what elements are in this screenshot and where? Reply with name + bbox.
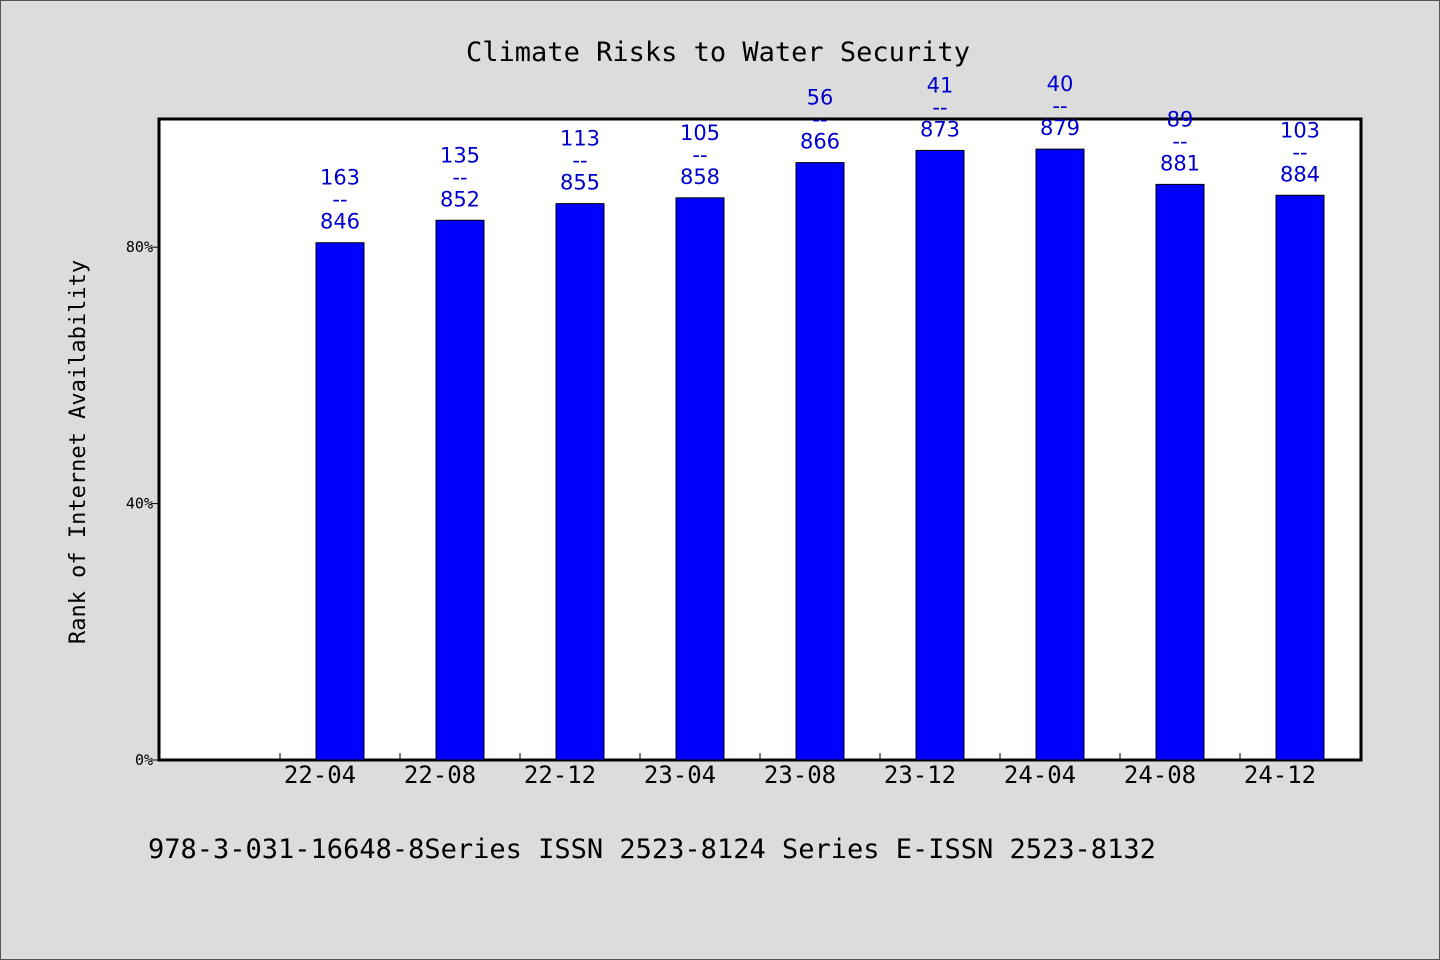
x-tick-label: 24-04 xyxy=(1004,761,1076,789)
footer-isbn-text: 978-3-031-16648-8Series ISSN 2523-8124 S… xyxy=(148,834,1156,865)
bar-labels: 163--846135--852113--855105--85856--8664… xyxy=(320,72,1320,234)
x-tick-label: 22-04 xyxy=(284,761,356,789)
bar xyxy=(435,219,485,761)
bar-label-total: 855 xyxy=(560,171,600,195)
x-tick-label: 23-04 xyxy=(644,761,716,789)
x-tick-label: 23-12 xyxy=(884,761,956,789)
bar xyxy=(555,203,605,761)
bar xyxy=(1035,148,1085,761)
bar-label-sep: -- xyxy=(932,95,947,119)
bar-label-rank: 135 xyxy=(440,143,480,167)
bar-label-rank: 56 xyxy=(807,86,834,110)
bar-label-total: 881 xyxy=(1160,151,1200,175)
bar xyxy=(1155,183,1205,761)
bar-label-rank: 89 xyxy=(1167,107,1194,131)
x-tick-label: 24-12 xyxy=(1244,761,1316,789)
x-tick-label: 22-08 xyxy=(404,761,476,789)
bar-label-rank: 41 xyxy=(927,73,954,97)
bar-label-total: 846 xyxy=(320,210,360,234)
y-axis-label: Rank of Internet Availability xyxy=(66,260,91,644)
x-tick-label: 23-08 xyxy=(764,761,836,789)
bars xyxy=(315,148,1325,761)
bar xyxy=(1275,194,1325,761)
x-axis-ticks: 22-04 22-08 22-12 23-04 23-08 23-12 24-04 24-08… xyxy=(279,753,1361,789)
y-tick-label: 0% xyxy=(135,751,153,769)
x-tick-label: 22-12 xyxy=(524,761,596,789)
bar-label-sep: -- xyxy=(452,165,467,189)
bar-label-sep: -- xyxy=(1172,129,1187,153)
bar-label-rank: 163 xyxy=(320,166,360,190)
bar-label-sep: -- xyxy=(572,149,587,173)
bar-label-rank: 103 xyxy=(1280,118,1320,142)
bar-label-rank: 40 xyxy=(1047,72,1074,96)
bar-label-rank: 105 xyxy=(680,121,720,145)
bar-label-total: 884 xyxy=(1280,162,1320,186)
bar-label-sep: -- xyxy=(1052,94,1067,118)
bar-label-sep: -- xyxy=(1292,140,1307,164)
bar-label-rank: 113 xyxy=(560,127,600,151)
bar-label-sep: -- xyxy=(332,188,347,212)
y-axis-ticks: 0% 40% 80% xyxy=(126,238,159,769)
bar xyxy=(795,162,845,761)
bar-label-total: 873 xyxy=(920,117,960,141)
x-tick-label: 24-08 xyxy=(1124,761,1196,789)
y-tick-label: 40% xyxy=(126,495,153,513)
bar xyxy=(315,242,365,761)
bar-label-sep: -- xyxy=(692,143,707,167)
bar-label-total: 858 xyxy=(680,165,720,189)
bar-label-total: 852 xyxy=(440,187,480,211)
chart-title: Climate Risks to Water Security xyxy=(466,37,970,68)
bar xyxy=(675,197,725,761)
bar-label-total: 866 xyxy=(800,130,840,154)
y-tick-label: 80% xyxy=(126,238,153,256)
bar xyxy=(915,149,965,761)
bar-label-sep: -- xyxy=(812,108,827,132)
bar-label-total: 879 xyxy=(1040,116,1080,140)
